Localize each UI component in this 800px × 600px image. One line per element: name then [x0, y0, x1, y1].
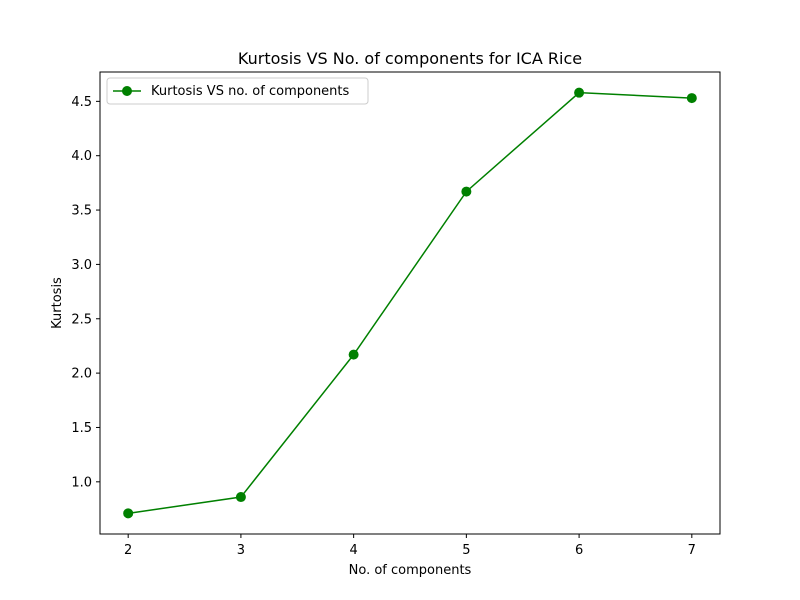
- y-tick-label: 4.0: [71, 149, 92, 164]
- series-line: [128, 91, 692, 515]
- x-axis-ticks: 2 3 4 5 6 7: [124, 534, 696, 558]
- y-axis-label: Kurtosis: [50, 277, 65, 329]
- data-point: [686, 93, 697, 104]
- x-axis-label: No. of components: [349, 563, 472, 578]
- x-tick-label: 4: [349, 543, 357, 558]
- data-point: [348, 349, 359, 360]
- data-point: [461, 186, 472, 197]
- data-point: [574, 87, 585, 98]
- y-axis-ticks: 1.0 1.5 2.0 2.5 3.0 3.5 4.0 4.5: [71, 95, 100, 490]
- chart-title: Kurtosis VS No. of components for ICA Ri…: [238, 49, 582, 68]
- legend-box: [106, 77, 369, 105]
- y-tick-label: 3.5: [71, 204, 92, 219]
- x-tick-label: 3: [237, 543, 245, 558]
- data-point: [235, 492, 246, 503]
- x-tick-label: 7: [688, 543, 696, 558]
- y-tick-label: 4.5: [71, 95, 92, 110]
- series-layer: [123, 87, 697, 519]
- x-tick-label: 5: [462, 543, 470, 558]
- y-tick-label: 2.5: [71, 312, 92, 327]
- y-tick-label: 3.0: [71, 258, 92, 273]
- legend-entry-label: Kurtosis VS no. of components: [151, 84, 350, 99]
- y-tick-label: 1.0: [71, 475, 92, 490]
- legend-marker-sample: [122, 86, 132, 96]
- y-tick-label: 2.0: [71, 367, 92, 382]
- y-tick-label: 1.5: [71, 421, 92, 436]
- x-tick-label: 6: [575, 543, 583, 558]
- legend: Kurtosis VS no. of components: [106, 77, 369, 105]
- data-point: [123, 508, 134, 519]
- plot-frame: [99, 71, 721, 535]
- x-tick-label: 2: [124, 543, 132, 558]
